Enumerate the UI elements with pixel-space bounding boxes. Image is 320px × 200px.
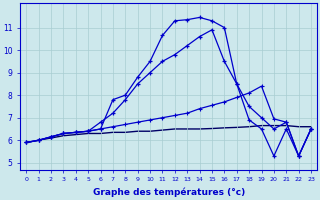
X-axis label: Graphe des températures (°c): Graphe des températures (°c)	[92, 188, 245, 197]
